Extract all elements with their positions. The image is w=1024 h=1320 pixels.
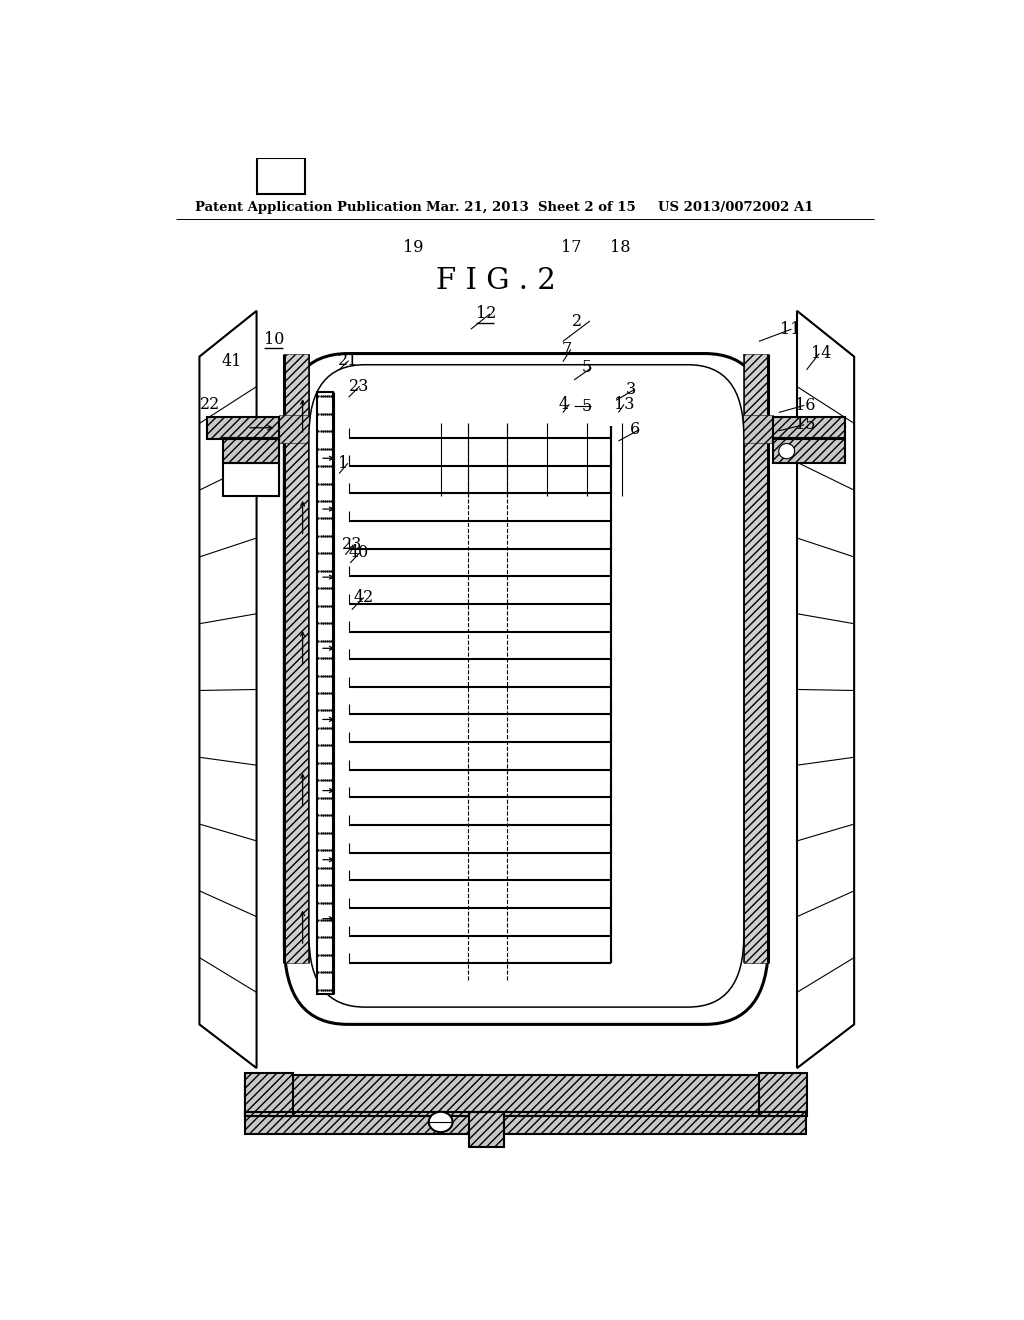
Text: 15: 15 <box>795 416 815 433</box>
Text: 17: 17 <box>561 239 582 256</box>
Bar <box>223 463 279 496</box>
Text: 21: 21 <box>338 352 358 370</box>
Bar <box>246 1073 293 1115</box>
Bar <box>773 417 845 440</box>
Bar <box>257 437 279 496</box>
Text: 5: 5 <box>582 397 592 414</box>
Bar <box>246 1111 806 1134</box>
Text: 10: 10 <box>264 331 285 347</box>
Bar <box>257 158 305 194</box>
Text: 11: 11 <box>780 321 801 338</box>
Text: 2: 2 <box>572 313 583 330</box>
Bar <box>469 1111 504 1147</box>
Ellipse shape <box>778 444 795 459</box>
Text: 16: 16 <box>795 397 815 414</box>
Bar <box>408 420 645 496</box>
Bar <box>773 417 845 440</box>
Bar <box>257 437 279 496</box>
Text: 23: 23 <box>342 536 362 553</box>
Bar <box>223 463 279 496</box>
FancyBboxPatch shape <box>285 354 768 1024</box>
Text: 42: 42 <box>353 589 374 606</box>
Text: 41: 41 <box>221 354 242 370</box>
Polygon shape <box>200 312 257 1068</box>
Text: 1: 1 <box>338 455 348 471</box>
Text: 3: 3 <box>626 380 636 397</box>
Bar <box>246 1111 806 1134</box>
Bar <box>316 392 333 994</box>
Bar <box>773 438 845 463</box>
Bar <box>207 417 279 440</box>
Bar <box>759 1073 807 1115</box>
Bar <box>759 1073 807 1115</box>
Text: 7: 7 <box>561 341 571 358</box>
Text: 19: 19 <box>403 239 424 256</box>
Bar <box>223 438 279 463</box>
Text: 14: 14 <box>811 345 831 362</box>
FancyBboxPatch shape <box>309 364 743 1007</box>
Bar <box>743 354 768 964</box>
Bar <box>246 1073 293 1115</box>
Bar <box>246 1076 806 1115</box>
Ellipse shape <box>429 1111 453 1133</box>
Bar <box>223 438 279 463</box>
Text: Mar. 21, 2013  Sheet 2 of 15: Mar. 21, 2013 Sheet 2 of 15 <box>426 201 635 214</box>
Text: 13: 13 <box>614 396 635 413</box>
Bar <box>279 414 309 444</box>
Bar <box>406 385 647 425</box>
Bar <box>207 417 279 440</box>
Text: 23: 23 <box>348 378 369 395</box>
Text: F I G . 2: F I G . 2 <box>435 267 555 296</box>
Polygon shape <box>797 312 854 1068</box>
Bar <box>285 354 309 964</box>
Bar <box>469 1111 504 1147</box>
Text: Patent Application Publication: Patent Application Publication <box>196 201 422 214</box>
Text: 5: 5 <box>582 359 592 376</box>
Text: 6: 6 <box>630 421 640 438</box>
Text: 22: 22 <box>201 396 220 413</box>
Ellipse shape <box>429 1111 453 1133</box>
Text: US 2013/0072002 A1: US 2013/0072002 A1 <box>658 201 814 214</box>
Text: 12: 12 <box>475 305 496 322</box>
Text: 40: 40 <box>348 544 369 561</box>
Text: 18: 18 <box>609 239 630 256</box>
Bar <box>246 1076 806 1115</box>
Text: 4: 4 <box>559 396 569 413</box>
Bar <box>773 438 845 463</box>
Bar <box>743 414 773 444</box>
